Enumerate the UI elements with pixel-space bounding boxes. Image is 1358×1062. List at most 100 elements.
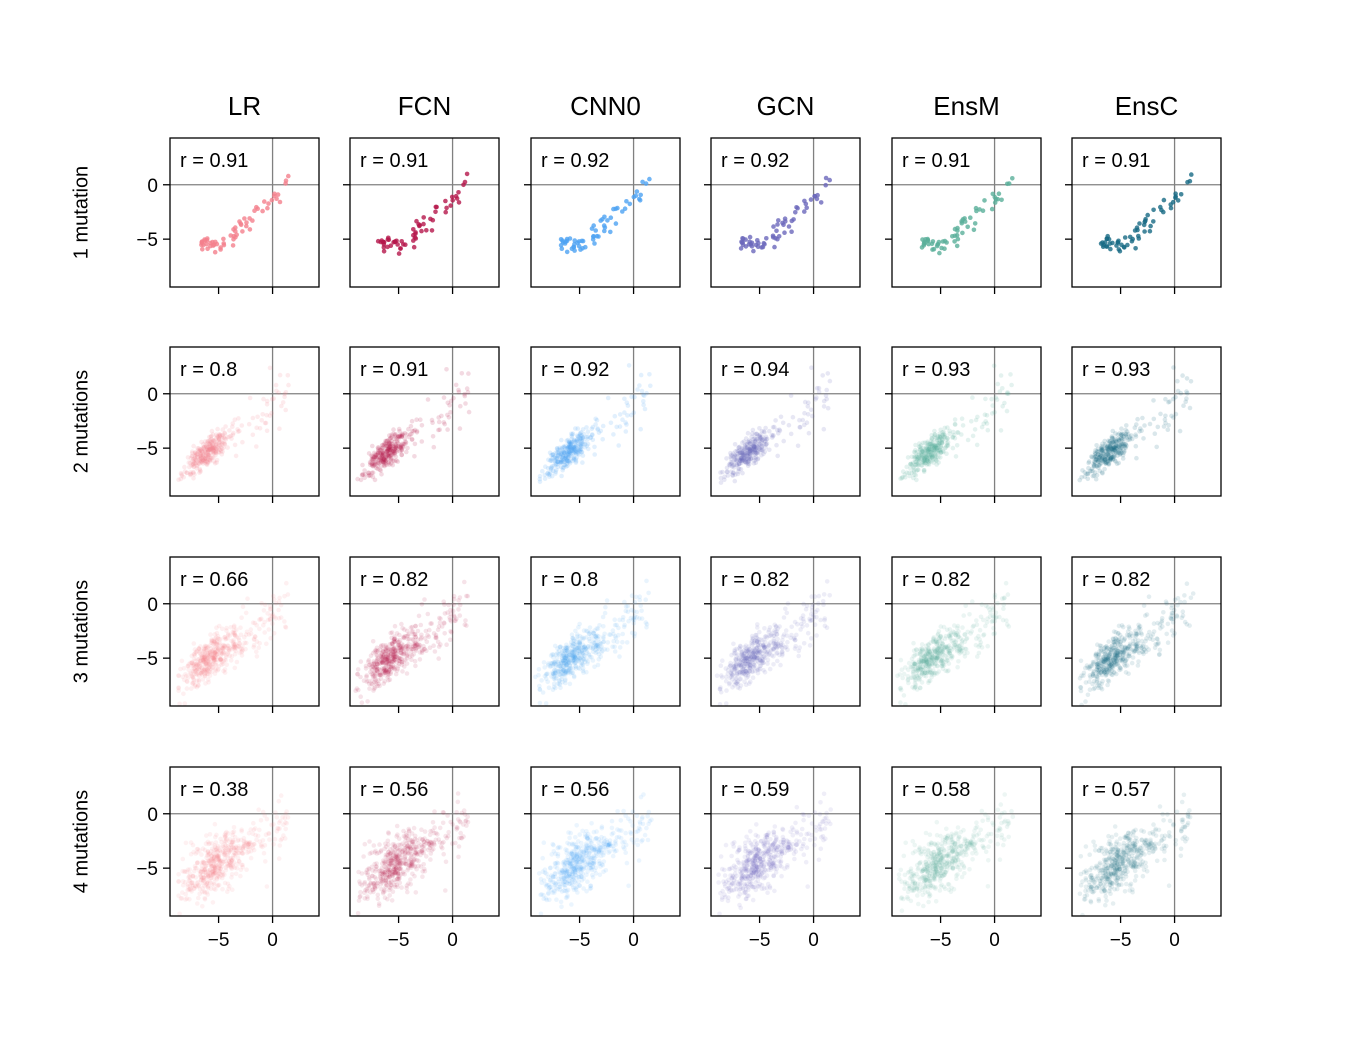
scatter-point [537, 683, 542, 689]
scatter-point [456, 389, 462, 395]
scatter-point [751, 248, 756, 254]
scatter-point [928, 640, 933, 645]
scatter-point [202, 444, 207, 450]
scatter-point [447, 617, 453, 623]
scatter-point [752, 449, 758, 455]
scatter-point [572, 661, 578, 666]
scatter-point [922, 666, 928, 671]
scatter-point [1105, 452, 1110, 458]
scatter-point [375, 447, 381, 452]
scatter-point [409, 647, 415, 652]
scatter-point [386, 452, 391, 457]
scatter-point [587, 636, 592, 642]
scatter-point [785, 639, 790, 645]
scatter-point [220, 651, 225, 657]
scatter-point [1173, 411, 1179, 417]
scatter-point [441, 395, 447, 400]
scatter-point [197, 470, 202, 475]
scatter-point [731, 470, 736, 475]
scatter-point [195, 666, 201, 672]
scatter-point [1116, 437, 1121, 443]
scatter-point [563, 647, 569, 652]
scatter-point [389, 434, 395, 439]
scatter-point [561, 445, 567, 450]
scatter-point [1183, 399, 1188, 405]
scatter-point [1117, 636, 1122, 642]
scatter-point [238, 625, 243, 630]
scatter-point [566, 652, 572, 658]
scatter-point [755, 444, 760, 449]
scatter-point [392, 446, 398, 452]
scatter-point [732, 457, 737, 463]
scatter-point [587, 625, 593, 630]
scatter-point [757, 432, 763, 438]
scatter-point [916, 467, 921, 473]
scatter-point [1102, 240, 1108, 245]
scatter-point [797, 645, 802, 650]
scatter-point [201, 657, 206, 663]
scatter-point [757, 426, 762, 431]
scatter-point [580, 648, 585, 653]
scatter-point [933, 638, 939, 644]
scatter-point [780, 653, 785, 658]
scatter-point [616, 632, 621, 638]
scatter-point [400, 444, 406, 450]
scatter-point [644, 578, 649, 584]
scatter-point [737, 658, 742, 663]
scatter-point [563, 672, 568, 677]
scatter-point [730, 472, 735, 478]
scatter-point [741, 451, 747, 456]
scatter-point [553, 462, 559, 468]
scatter-point [573, 639, 579, 644]
scatter-point [748, 445, 753, 451]
scatter-point [805, 630, 811, 636]
scatter-point [1125, 431, 1131, 437]
scatter-point [205, 454, 210, 460]
scatter-point [205, 447, 210, 453]
scatter-point [396, 436, 401, 442]
scatter-point [912, 661, 917, 667]
scatter-point [934, 671, 940, 676]
scatter-point [818, 617, 823, 623]
scatter-point [263, 420, 269, 426]
scatter-point [931, 636, 936, 641]
scatter-point [445, 412, 450, 418]
scatter-point [933, 649, 938, 654]
scatter-point [945, 443, 951, 449]
scatter-point [734, 680, 739, 686]
scatter-point [772, 622, 778, 628]
scatter-point [383, 654, 389, 660]
scatter-point [375, 466, 380, 472]
scatter-point [753, 655, 759, 661]
scatter-point [1096, 449, 1102, 454]
scatter-point [560, 467, 565, 473]
scatter-point [385, 659, 390, 664]
scatter-point [202, 657, 208, 662]
scatter-point [950, 629, 956, 634]
scatter-point [975, 414, 980, 420]
scatter-point [560, 465, 566, 471]
scatter-point [540, 690, 546, 695]
scatter-point [730, 473, 735, 478]
scatter-point [194, 667, 200, 673]
scatter-point [1108, 452, 1113, 457]
scatter-point [193, 658, 198, 664]
scatter-point [644, 625, 649, 630]
scatter-point [977, 642, 983, 648]
scatter-point [752, 431, 758, 437]
scatter-point [191, 663, 196, 669]
scatter-point [608, 229, 613, 235]
scatter-point [436, 624, 442, 629]
scatter-point [926, 646, 932, 651]
scatter-point [201, 658, 206, 664]
scatter-point [934, 642, 939, 647]
scatter-point [733, 657, 739, 663]
scatter-point [211, 445, 217, 450]
scatter-point [1090, 473, 1096, 479]
scatter-point [564, 658, 570, 664]
scatter-point [740, 659, 745, 665]
scatter-point [384, 661, 390, 667]
scatter-point [374, 649, 380, 654]
scatter-point [577, 640, 582, 645]
scatter-point [582, 644, 587, 650]
